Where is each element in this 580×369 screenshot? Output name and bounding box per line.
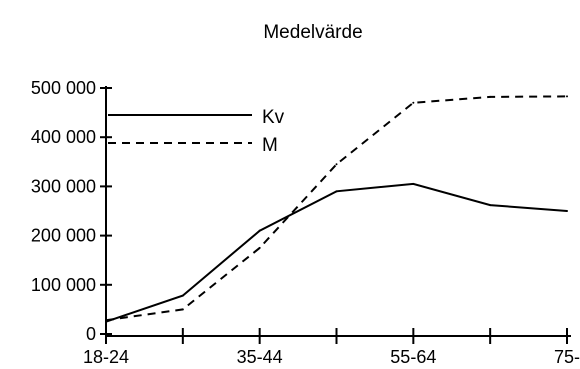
y-tick-label: 300 000 — [31, 176, 96, 196]
series-layer — [105, 95, 568, 323]
y-tick-label: 0 — [86, 324, 96, 344]
data-point-m — [181, 308, 184, 311]
data-point-m — [105, 319, 107, 322]
data-point-kv — [105, 320, 107, 323]
data-point-kv — [181, 294, 184, 297]
x-tick-label: 75- — [554, 347, 580, 367]
data-point-kv — [335, 190, 338, 193]
axes: 0 100 000 200 000 300 000 400 000 500 000 18-2… — [31, 78, 580, 367]
data-point-kv — [489, 204, 492, 207]
y-tick-label: 400 000 — [31, 127, 96, 147]
data-point-m — [412, 101, 415, 104]
y-tick-label: 500 000 — [31, 78, 96, 98]
y-tick-label: 200 000 — [31, 226, 96, 246]
y-tick-label: 100 000 — [31, 275, 96, 295]
data-point-kv — [258, 229, 261, 232]
chart-title: Medelvärde — [263, 22, 362, 43]
x-tick-label: 35-44 — [237, 347, 283, 367]
x-tick-label: 55-64 — [390, 347, 436, 367]
data-point-m — [566, 95, 568, 98]
data-point-m — [258, 246, 261, 249]
x-tick-label: 18-24 — [83, 347, 129, 367]
legend: Kv M — [108, 107, 285, 156]
legend-label-kv: Kv — [262, 107, 285, 128]
data-point-m — [489, 95, 492, 98]
legend-label-m: M — [262, 135, 278, 156]
series-line-kv — [105, 182, 568, 323]
data-point-m — [335, 163, 338, 166]
series-line-m — [105, 95, 568, 322]
data-point-kv — [412, 182, 415, 185]
data-point-kv — [566, 210, 568, 212]
